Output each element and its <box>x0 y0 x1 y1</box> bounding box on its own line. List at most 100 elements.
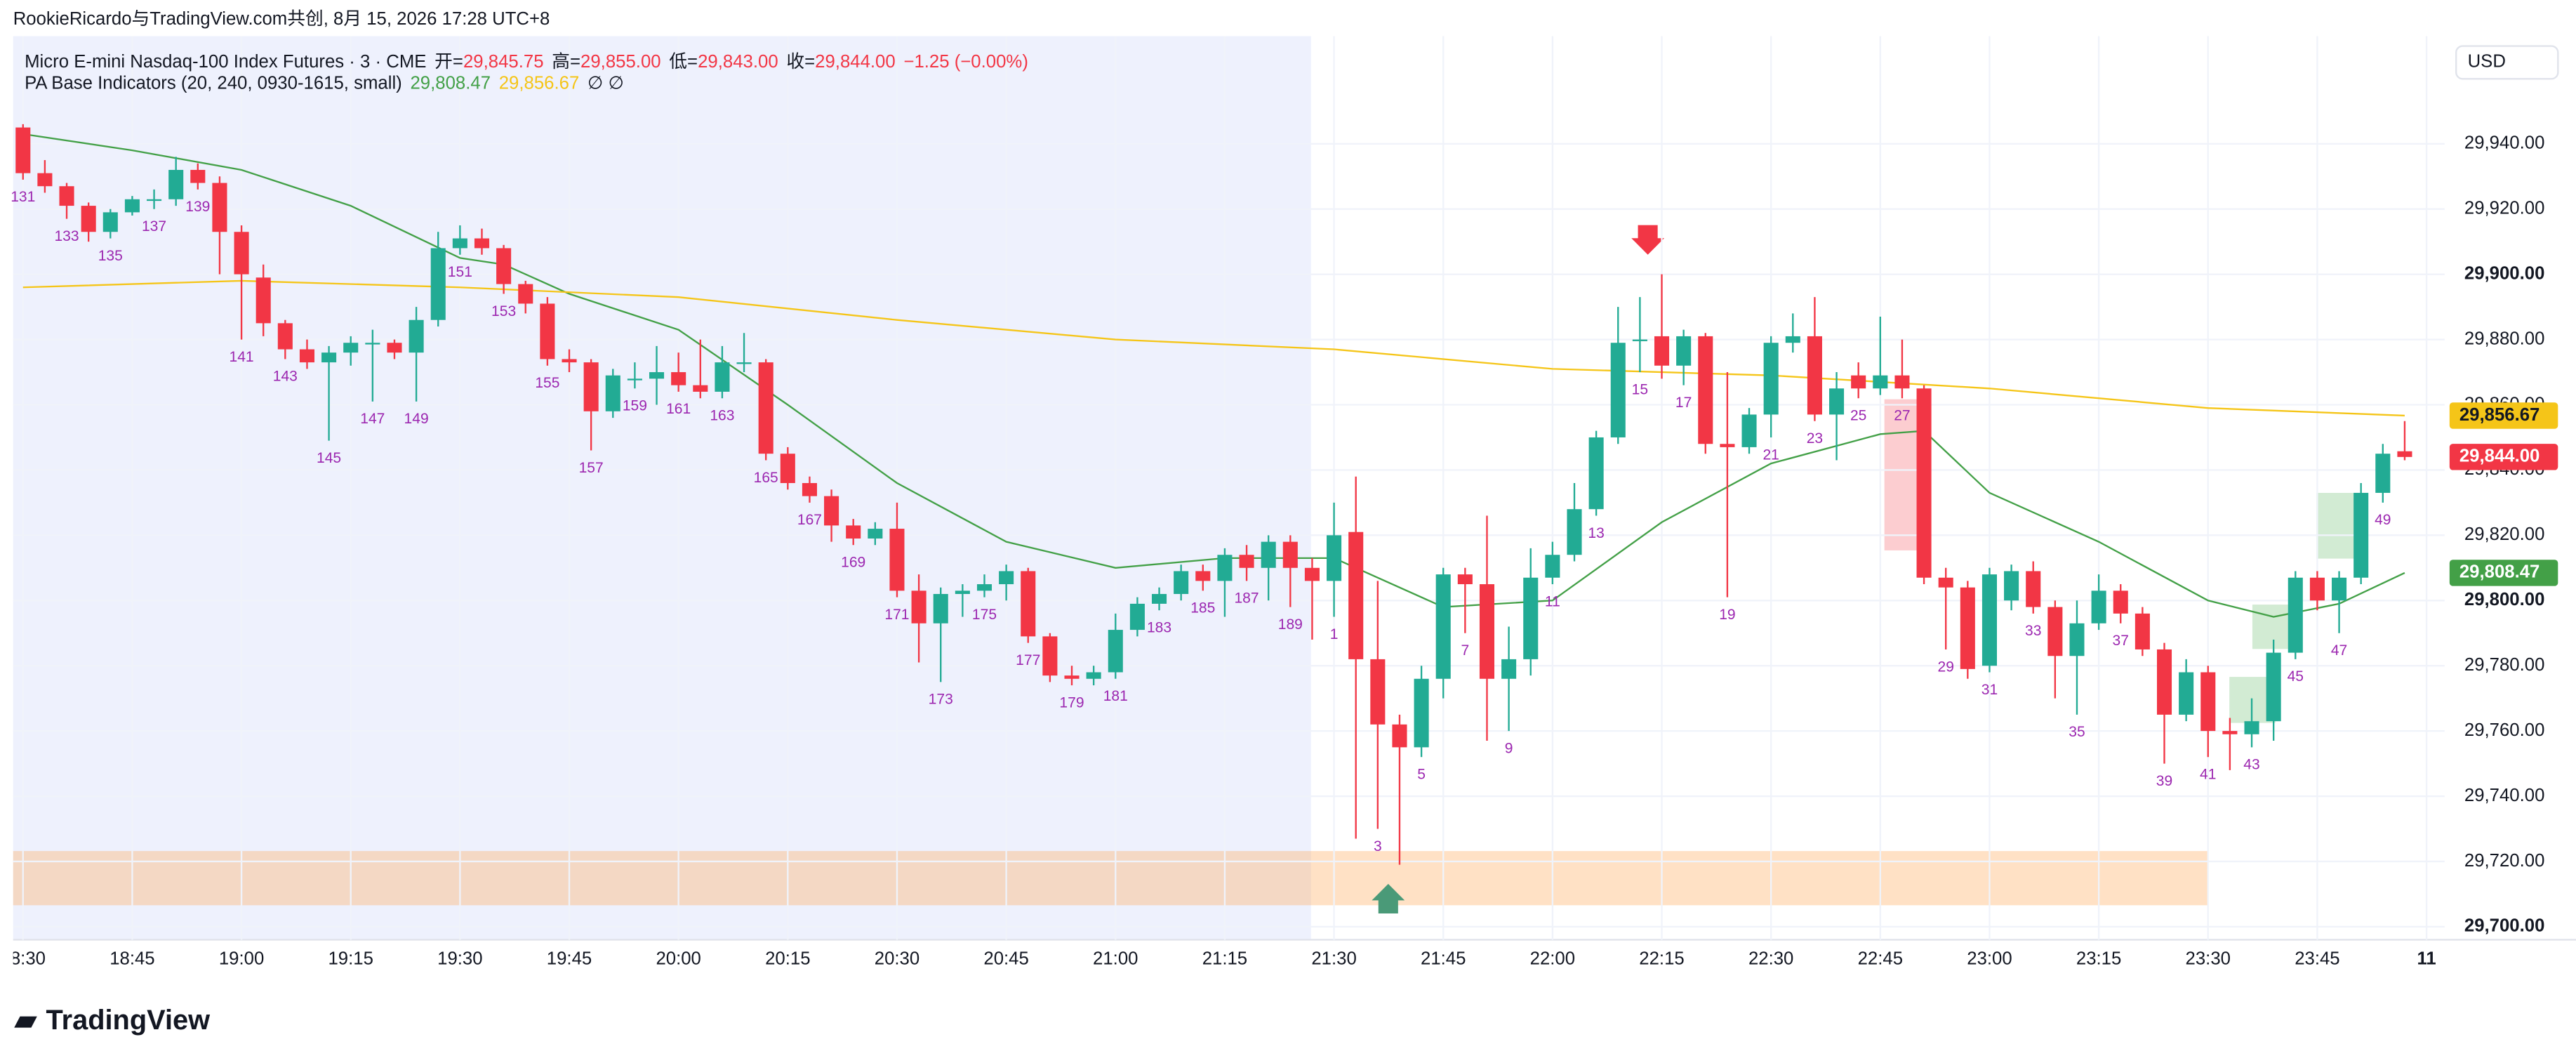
candle-body <box>2026 571 2041 607</box>
candle-body <box>2200 672 2216 732</box>
buy-arrow <box>1372 883 1405 914</box>
y-tick-label: 29,740.00 <box>2464 786 2545 805</box>
bar-number: 33 <box>2025 623 2041 639</box>
candle-body <box>540 303 555 359</box>
ohlc-value: 29,845.75 <box>463 52 544 72</box>
x-tick-label: 22:45 <box>1858 949 1903 968</box>
candle-body <box>1851 375 1866 389</box>
y-tick-label: 29,720.00 <box>2464 851 2545 871</box>
x-tick-label: 21:30 <box>1311 949 1356 968</box>
candle-body <box>1151 593 1167 604</box>
x-tick-label: 23:30 <box>2186 949 2231 968</box>
candle-body <box>409 319 424 353</box>
bar-number: 31 <box>1981 682 1998 698</box>
candle-body <box>562 359 577 363</box>
candle-body <box>190 169 206 183</box>
candle-body <box>2288 577 2303 653</box>
candle-body <box>81 206 96 232</box>
candle-body <box>2332 577 2347 601</box>
candle-body <box>102 212 118 232</box>
candle-body <box>147 199 162 202</box>
candle-body <box>1741 414 1757 447</box>
candle-body <box>2156 649 2172 715</box>
ohlc-label: 低= <box>669 52 698 72</box>
ohlc-value: 29,855.00 <box>580 52 661 72</box>
candle-body <box>255 277 271 324</box>
bar-number: 1 <box>1330 626 1339 642</box>
ohlc-value: 29,844.00 <box>815 52 896 72</box>
candle-body <box>1370 659 1386 725</box>
x-tick-label: 20:15 <box>765 949 810 968</box>
candle-body <box>1108 630 1123 673</box>
candle-body <box>583 362 599 411</box>
candle-body <box>605 375 620 411</box>
candle-body <box>1916 388 1932 578</box>
ohlc-item: 低=29,843.00 <box>669 53 778 72</box>
ohlc-value: 29,843.00 <box>698 52 778 72</box>
candle-body <box>1676 336 1692 366</box>
candle-body <box>1435 574 1451 679</box>
bar-number: 13 <box>1588 525 1604 541</box>
ohlc-label: 高= <box>552 52 581 72</box>
bar-number: 187 <box>1234 590 1259 607</box>
candle-body <box>1086 672 1101 679</box>
candle-body <box>2047 607 2063 656</box>
x-tick-label: 20:45 <box>983 949 1028 968</box>
candle-body <box>1261 541 1276 568</box>
bar-number: 155 <box>535 375 559 391</box>
header: RookieRicardo与TradingView.com共创, 8月 15, … <box>13 8 550 29</box>
bar-number: 173 <box>929 692 953 708</box>
candle-body <box>955 590 970 594</box>
x-tick-label: 21:15 <box>1202 949 1247 968</box>
candle-body <box>1938 577 1953 588</box>
candle-body <box>2353 492 2369 578</box>
candle-body <box>1327 535 1342 581</box>
candle-body <box>343 343 359 353</box>
candle-body <box>1479 584 1495 679</box>
candle-body <box>365 343 380 345</box>
candle-body <box>649 372 665 379</box>
bar-number: 135 <box>98 248 123 264</box>
candle-body <box>1720 444 1735 447</box>
change: −1.25 (−0.00%) <box>903 52 1028 72</box>
bar-number: 47 <box>2331 642 2347 659</box>
candle-body <box>715 362 730 392</box>
candle-body <box>1654 336 1670 366</box>
candle-body <box>627 378 642 381</box>
candle-body <box>277 323 293 350</box>
candle-body <box>1174 571 1189 594</box>
bar-number: 19 <box>1719 607 1735 623</box>
candle-body <box>1567 509 1582 555</box>
y-tick-label: 29,920.00 <box>2464 199 2545 218</box>
currency[interactable]: USD <box>2468 52 2506 72</box>
candle-body <box>1632 339 1647 341</box>
candle-body <box>2113 590 2128 614</box>
bar-number: 49 <box>2375 512 2391 528</box>
x-tick-label: 23:00 <box>1967 949 2012 968</box>
indicator: PA Base Indicators (20, 240, 0930-1615, … <box>25 74 402 94</box>
x-tick-label: 19:30 <box>437 949 482 968</box>
y-tick-label: 29,820.00 <box>2464 524 2545 544</box>
bar-number: 131 <box>11 189 35 205</box>
bar-number: 179 <box>1059 694 1084 711</box>
candle-body <box>1129 603 1145 630</box>
candle-body <box>1873 375 1888 389</box>
currency-box[interactable] <box>2455 45 2559 80</box>
candle-body <box>1610 343 1626 437</box>
indicator-line <box>22 279 2405 417</box>
x-tick-label: 11 <box>2417 949 2436 968</box>
x-tick-label: 22:15 <box>1639 949 1684 968</box>
candle-body <box>234 232 249 275</box>
y-tick-label: 29,700.00 <box>2464 916 2545 936</box>
candle-body <box>846 525 861 539</box>
candle-body <box>212 183 227 232</box>
candle-body <box>693 385 708 392</box>
candle-body <box>2244 721 2259 734</box>
bar-number: 23 <box>1807 430 1823 447</box>
symbol: Micro E-mini Nasdaq-100 Index Futures · … <box>25 52 427 72</box>
bar-number: 41 <box>2200 767 2216 783</box>
candle-body <box>1414 678 1429 748</box>
x-tick-label: 22:00 <box>1530 949 1575 968</box>
candle-body <box>387 343 402 353</box>
